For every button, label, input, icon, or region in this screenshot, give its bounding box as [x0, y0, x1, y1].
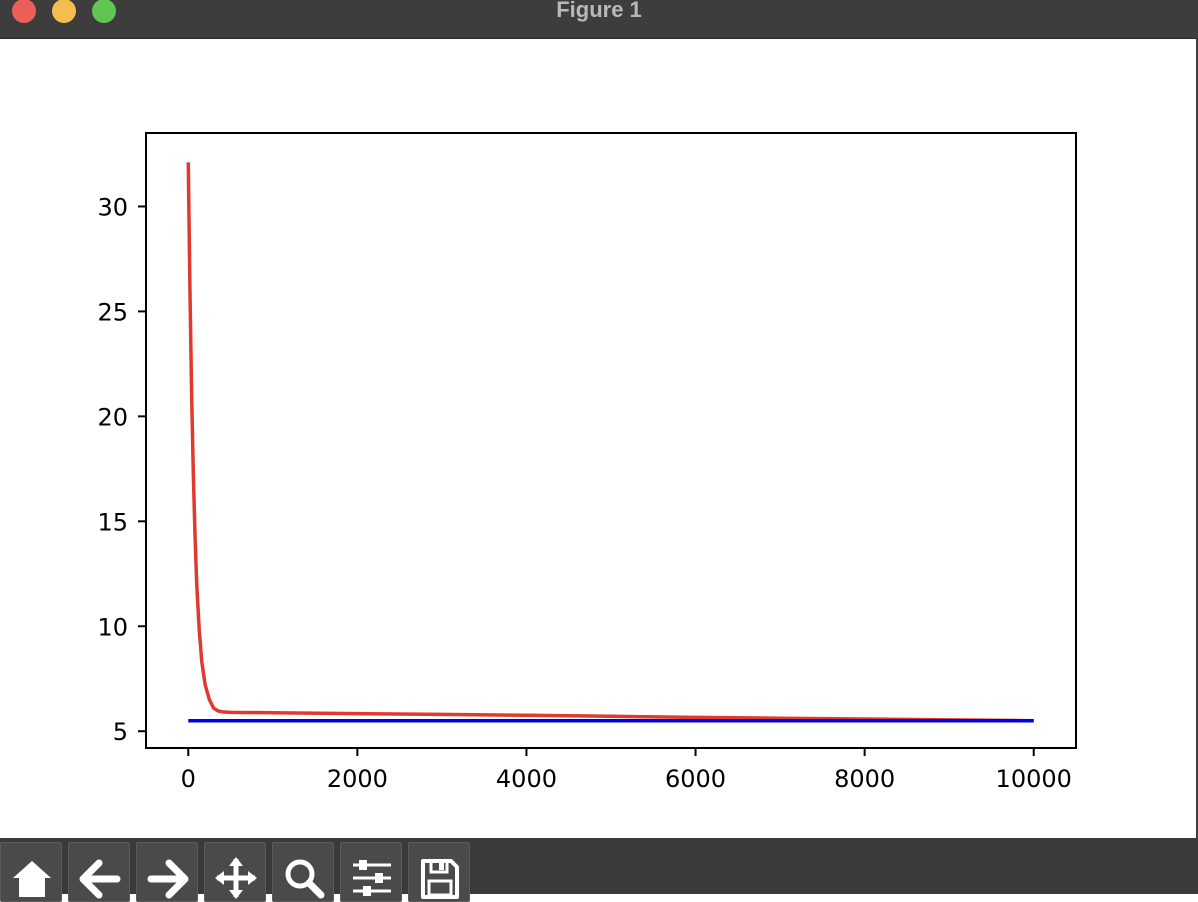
x-tick-label: 6000: [665, 765, 726, 793]
zoom-icon: [285, 859, 325, 899]
zoom-button[interactable]: [272, 842, 334, 902]
y-tick-label: 30: [97, 193, 128, 221]
title-bar[interactable]: Figure 1: [0, 0, 1198, 39]
configure-subplots-button[interactable]: [340, 842, 402, 902]
axes-frame: [145, 132, 1077, 749]
y-tick-label: 10: [97, 613, 128, 641]
configure-subplots-icon: [353, 860, 391, 896]
y-tick-label: 25: [97, 298, 128, 326]
y-tick-label: 20: [97, 403, 128, 431]
navigation-toolbar: [0, 838, 1198, 902]
save-button[interactable]: [408, 842, 470, 902]
x-tick-label: 10000: [996, 765, 1072, 793]
back-arrow-icon: [79, 859, 121, 899]
save-icon: [421, 859, 459, 899]
home-icon: [13, 861, 51, 897]
forward-button[interactable]: [136, 842, 198, 902]
figure-canvas: 0 2000 4000 6000 8000 10000 5 10 15 20 25 30: [0, 39, 1198, 838]
home-button[interactable]: [0, 842, 62, 902]
x-tick-label: 0: [181, 765, 196, 793]
window-title: Figure 1: [556, 0, 642, 22]
y-tick-label: 5: [113, 718, 128, 746]
maximize-window-button[interactable]: [92, 0, 116, 23]
pan-icon: [215, 857, 257, 899]
y-tick-label: 15: [97, 508, 128, 536]
pan-button[interactable]: [204, 842, 266, 902]
x-tick-label: 8000: [834, 765, 895, 793]
x-tick-label: 2000: [327, 765, 388, 793]
line-chart: 0 2000 4000 6000 8000 10000 5 10 15 20 25 30: [97, 132, 1077, 793]
minimize-window-button[interactable]: [52, 0, 76, 23]
series-line-0: [186, 162, 1034, 723]
back-button[interactable]: [68, 842, 130, 902]
close-window-button[interactable]: [12, 0, 36, 23]
forward-arrow-icon: [147, 859, 189, 899]
x-tick-label: 4000: [496, 765, 557, 793]
